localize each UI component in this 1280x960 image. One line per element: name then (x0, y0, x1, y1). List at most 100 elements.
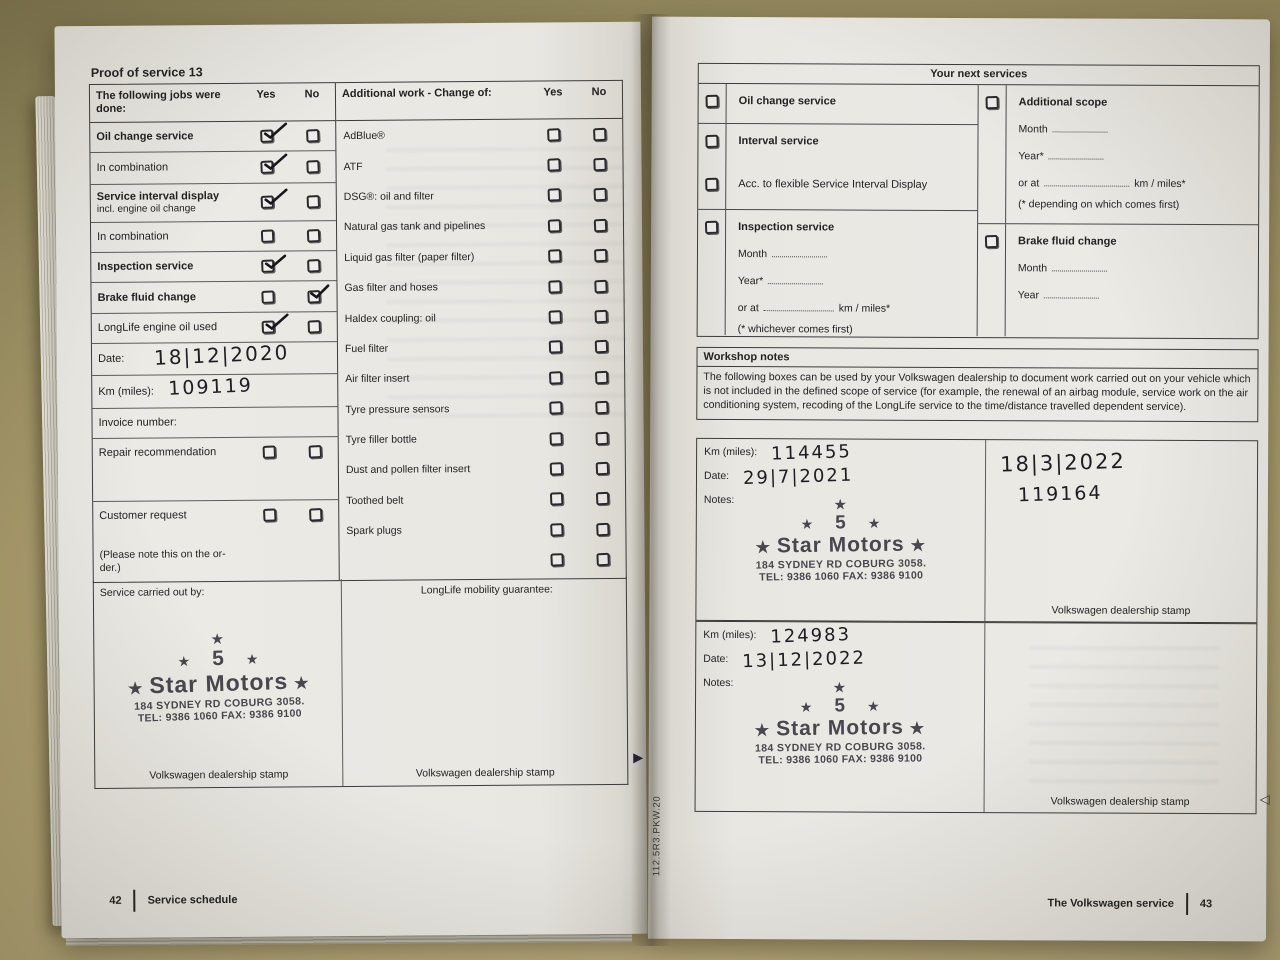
job-sublabel: incl. engine oil change (96, 203, 196, 216)
checkbox-no (594, 340, 608, 354)
additional-row: Dust and pollen filter insert (339, 453, 625, 486)
handwritten-date: 18|12|2020 (153, 340, 290, 370)
footer-section: Service schedule (147, 893, 238, 907)
stamp-caption: Volkswagen dealership stamp (1051, 604, 1191, 618)
checkbox (705, 177, 719, 191)
checkbox-no (594, 370, 608, 385)
additional-row: Air filter insert (338, 362, 624, 395)
additional-table-header: Additional work - Change of: Yes No (335, 80, 623, 122)
yes-column-header: Yes (256, 88, 276, 101)
next-services-title: Your next services (698, 63, 1259, 87)
dealer-stamp: ★ ★ 5 ★ ★ Star Motors ★ 184 SYDNEY RD COBURG… (729, 679, 950, 767)
handwritten-date: 13|12|2022 (742, 646, 867, 672)
star-icon: ★ (799, 698, 813, 715)
star-icon: ★ (127, 680, 144, 698)
workshop-notes-body: The following boxes can be used by your … (703, 370, 1251, 413)
job-row: Brake fluid change (91, 281, 337, 315)
checkbox-yes (260, 188, 288, 209)
next-services-right-column: Additional scope Month Year* or at km / m… (977, 85, 1259, 337)
acc-flexible-label: Acc. to flexible Service Interval Displa… (738, 177, 928, 191)
next-page-triangle-icon: ▶ (633, 749, 644, 765)
workshop-record-2: Km (miles): 124983 Date: 13|12|2022 Notes:… (694, 620, 1270, 814)
additional-row: Fuel filter (338, 332, 624, 365)
checkbox-no (595, 461, 609, 476)
additional-row: Gas filter and hoses (337, 271, 623, 304)
check-icon (264, 254, 286, 270)
star-icon: ★ (800, 515, 814, 532)
job-label: Brake fluid change (97, 290, 197, 304)
dealer-stamp: ★ ★ 5 ★ ★ Star Motors ★ 184 SYDNEY RD COBURG… (97, 628, 340, 725)
footer-section: The Volkswagen service (1047, 897, 1174, 910)
checkbox-yes (259, 122, 287, 143)
longlife-label: LongLife mobility guarantee: (420, 583, 553, 597)
jobs-table: The following jobs were done: Yes No Oil… (88, 82, 340, 584)
longlife-guarantee-cell: LongLife mobility guarantee: Volkswagen … (342, 577, 643, 786)
inspection-label: Inspection service (738, 221, 835, 234)
additional-row: Natural gas tank and pipelines (337, 210, 623, 243)
interval-label: Interval service (738, 135, 819, 148)
additional-row: DSG®: oil and filter (337, 180, 623, 213)
star-icon: ★ (867, 514, 881, 531)
job-label: In combination (96, 161, 169, 175)
year-field: Year* (738, 273, 971, 288)
page-number: 42 (109, 894, 122, 907)
checkbox-yes (546, 188, 561, 203)
job-label: Service interval display incl. engine oil… (91, 190, 244, 215)
year-field: Year* (1018, 148, 1252, 163)
job-label: Oil change service (96, 130, 194, 144)
additional-row: Haldex coupling: oil (338, 301, 624, 334)
checkbox-no (593, 309, 608, 324)
additional-row: Tyre pressure sensors (338, 392, 624, 425)
footer-divider (133, 889, 136, 912)
additional-header-label: Additional work - Change of: (341, 86, 492, 101)
job-row: Oil change service (90, 121, 336, 154)
checkbox-no (305, 160, 320, 174)
handwritten-date: 18|3|2022 (999, 448, 1127, 477)
service-tables: The following jobs were done: Yes No Oil… (88, 79, 627, 584)
month-field: Month (1018, 260, 1252, 275)
repair-row: Repair recommendation (92, 437, 339, 503)
depending-note: (* depending on which comes first) (1018, 198, 1180, 211)
checkbox-yes (261, 313, 289, 334)
additional-row: Liquid gas filter (paper filter) (337, 240, 623, 273)
checkbox-yes (262, 445, 276, 459)
no-column-header: No (591, 85, 607, 99)
checkbox (985, 95, 999, 110)
record-details-cell: Km (miles): 114455 Date: 29|7|2021 Notes: … (696, 438, 987, 622)
checkbox-yes (548, 370, 562, 385)
checkbox-yes (549, 553, 564, 567)
checkbox-no (306, 195, 320, 209)
checkbox-yes (547, 218, 561, 233)
inspection-service-cell: Inspection service Month Year* or at km /… (697, 209, 978, 336)
check-icon (309, 283, 329, 299)
checkbox-no (593, 249, 608, 263)
job-row: In combination (90, 221, 337, 254)
month-field: Month (738, 246, 971, 261)
jobs-table-header: The following jobs were done: Yes No (89, 83, 336, 124)
jobs-header-label: The following jobs were done: (95, 89, 221, 116)
prev-page-triangle-icon: ◁ (1259, 790, 1270, 806)
star-icon: ★ (755, 539, 772, 557)
additional-row: Tyre filler bottle (339, 423, 625, 456)
next-services-left-column: Oil change service Interval service Acc.… (697, 83, 979, 337)
checkbox-no (595, 522, 610, 537)
checkbox-yes (549, 462, 563, 476)
km-field: Km (miles): 124983 (703, 623, 852, 648)
job-row: LongLife engine oil used (91, 312, 337, 345)
checkbox-yes (546, 158, 561, 172)
checkbox-no (593, 279, 608, 293)
checkbox-yes (547, 249, 562, 263)
checkbox-yes (549, 492, 563, 507)
checkbox-no (594, 400, 609, 415)
left-page: Proof of service 13 The following jobs w… (54, 21, 648, 939)
additional-row: Toothed belt (339, 484, 625, 517)
checkbox-yes (262, 508, 277, 522)
checkbox-no (306, 229, 320, 243)
record-stamp-cell: Volkswagen dealership stamp ◁ (985, 623, 1270, 813)
km-field: Km (miles): 114455 (704, 441, 853, 465)
month-field: Month (1019, 121, 1253, 136)
checkbox (705, 134, 719, 149)
star-icon: ★ (245, 650, 259, 667)
checkbox (704, 220, 719, 235)
star-icon: ★ (909, 719, 926, 737)
